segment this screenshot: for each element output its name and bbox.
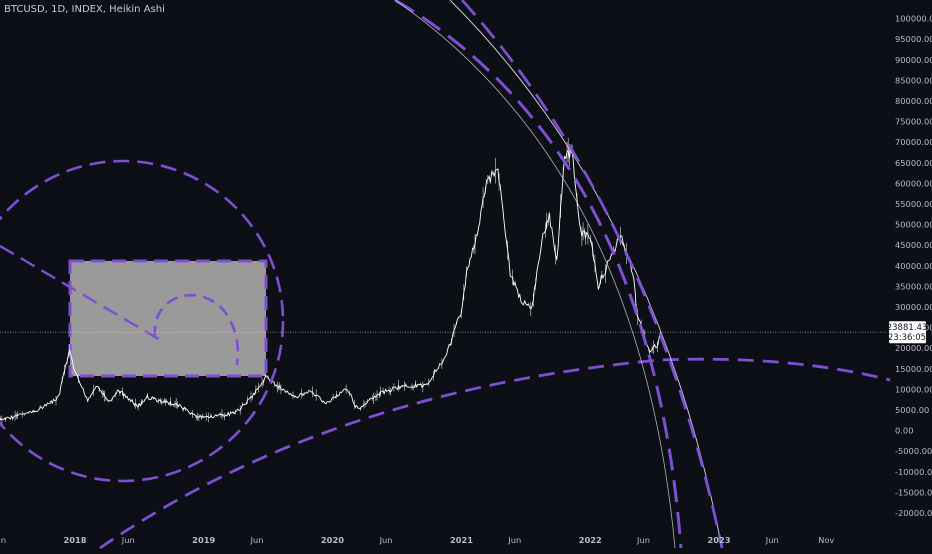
y-tick-label: 85000.00 (895, 75, 932, 85)
y-tick-label: -15000.00 (895, 487, 932, 497)
x-tick-label: 2022 (579, 535, 602, 545)
x-tick-label: 2020 (321, 535, 344, 545)
price-label: 23881.43 23:36:05 (887, 321, 928, 344)
thin-arc-outer (449, 0, 723, 549)
y-tick-label: 90000.00 (895, 55, 932, 65)
price-line (0, 145, 662, 421)
y-tick-label: 45000.00 (895, 240, 932, 250)
thin-arc-inner (394, 0, 676, 549)
y-tick-label: 20000.00 (895, 343, 932, 353)
trend-line-drawing (0, 244, 163, 343)
drawings-layer (68, 259, 268, 378)
x-tick-label: Jun (636, 535, 650, 545)
y-tick-label: 5000.00 (895, 405, 929, 415)
price-layer (0, 137, 662, 424)
x-tick-label: Jun (121, 535, 135, 545)
y-tick-label: 50000.00 (895, 220, 932, 230)
x-tick-label: Jun (507, 535, 521, 545)
y-tick-label: 55000.00 (895, 199, 932, 209)
y-tick-label: 100000.00 (895, 14, 932, 24)
y-tick-label: 65000.00 (895, 158, 932, 168)
x-tick-label: Jun (0, 535, 6, 545)
y-tick-label: -20000.00 (895, 508, 932, 518)
price-label-countdown: 23:36:05 (888, 333, 926, 343)
rectangle-drawing (68, 259, 268, 378)
arc-drawing-descending (394, 0, 683, 549)
x-tick-label: 2021 (450, 535, 473, 545)
y-tick-label: 75000.00 (895, 117, 932, 127)
y-tick-label: 95000.00 (895, 34, 932, 44)
y-tick-label: -10000.00 (895, 467, 932, 477)
y-tick-label: 35000.00 (895, 281, 932, 291)
y-tick-label: 10000.00 (895, 384, 932, 394)
x-tick-label: 2019 (192, 535, 215, 545)
y-tick-label: -5000.00 (895, 446, 932, 456)
drawings-top-layer (0, 0, 891, 550)
y-tick-label: 40000.00 (895, 261, 932, 271)
price-label-value: 23881.43 (887, 323, 928, 333)
arc-drawing-lower (99, 357, 891, 550)
y-tick-label: 15000.00 (895, 364, 932, 374)
arc-drawing-small (153, 294, 240, 366)
x-tick-label: Jun (250, 535, 264, 545)
x-axis[interactable]: Jun 2018 Jun 2019 Jun 2020 Jun 2021 Jun 2022 Jun 20… (0, 535, 834, 545)
symbol-title: BTCUSD, 1D, INDEX, Heikin Ashi (4, 4, 165, 15)
y-tick-label: 0.00 (895, 426, 913, 436)
y-tick-label: 60000.00 (895, 178, 932, 188)
x-tick-label: 2018 (63, 535, 86, 545)
y-tick-label: 80000.00 (895, 96, 932, 106)
circle-drawing-large (0, 159, 285, 483)
x-tick-label: Jun (379, 535, 393, 545)
arc-drawing-outer (460, 0, 724, 549)
x-tick-label: Nov (818, 535, 834, 545)
price-label-box (889, 321, 926, 344)
y-axis[interactable]: 100000.00 95000.00 90000.00 85000.00 80000.0… (895, 14, 932, 518)
y-tick-label: 30000.00 (895, 302, 932, 312)
y-tick-label: 70000.00 (895, 137, 932, 147)
x-tick-label: Jun (765, 535, 779, 545)
x-tick-label: 2023 (707, 535, 730, 545)
